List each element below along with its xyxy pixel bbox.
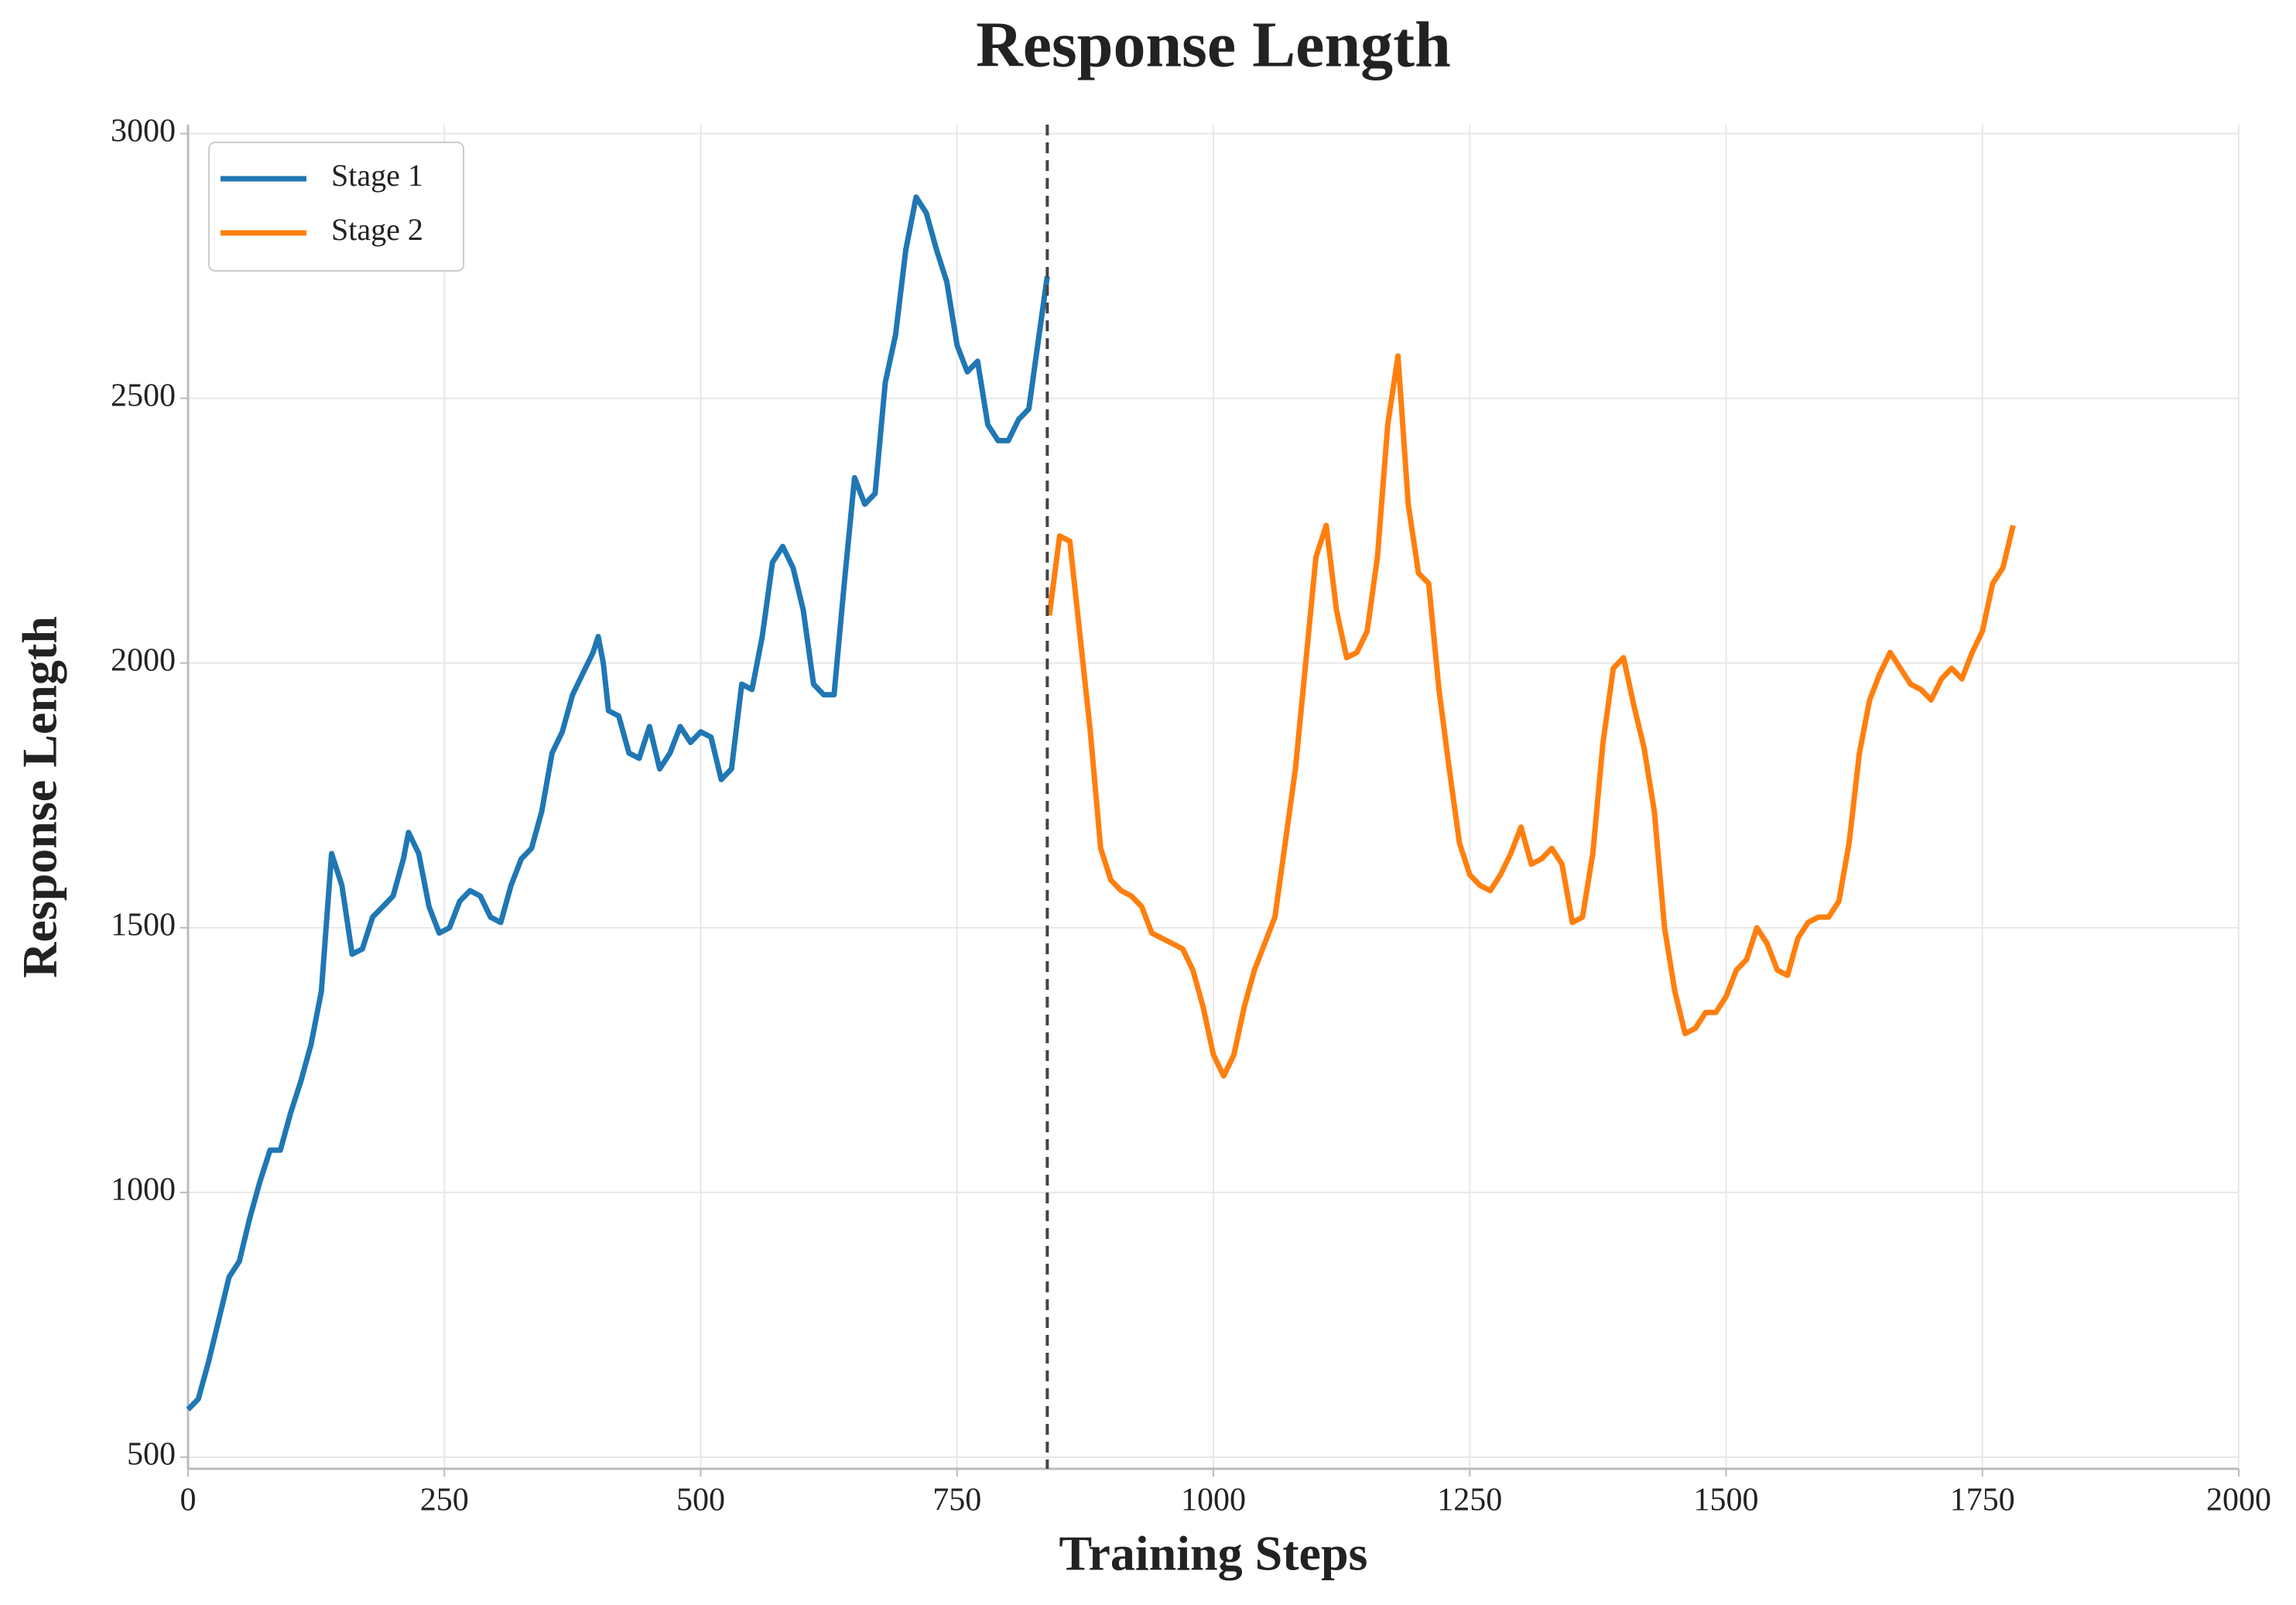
x-axis-label: Training Steps xyxy=(1059,1526,1368,1581)
y-axis-label: Response Length xyxy=(12,616,67,978)
y-tick-label: 1000 xyxy=(111,1172,176,1208)
x-tick-label: 0 xyxy=(180,1483,197,1518)
y-tick-label: 500 xyxy=(127,1437,176,1473)
x-tick-label: 250 xyxy=(420,1483,469,1518)
y-tick-label: 2500 xyxy=(111,378,176,413)
x-tick-label: 1750 xyxy=(1950,1483,2015,1518)
x-tick-label: 1500 xyxy=(1694,1483,1759,1518)
legend-box xyxy=(208,142,464,272)
x-tick-label: 1250 xyxy=(1437,1483,1502,1518)
x-tick-label: 750 xyxy=(932,1483,981,1518)
legend-label: Stage 2 xyxy=(331,212,423,247)
x-tick-label: 500 xyxy=(676,1483,725,1518)
x-tick-label: 2000 xyxy=(2206,1483,2271,1518)
series-line xyxy=(1046,353,2016,1079)
series-line xyxy=(186,194,1050,1412)
y-tick-label: 2000 xyxy=(111,642,176,678)
y-tick-label: 3000 xyxy=(111,113,176,149)
x-tick-label: 1000 xyxy=(1181,1483,1246,1518)
legend-label: Stage 1 xyxy=(331,158,423,193)
y-tick-label: 1500 xyxy=(111,907,176,943)
chart-title: Response Length xyxy=(976,9,1451,80)
